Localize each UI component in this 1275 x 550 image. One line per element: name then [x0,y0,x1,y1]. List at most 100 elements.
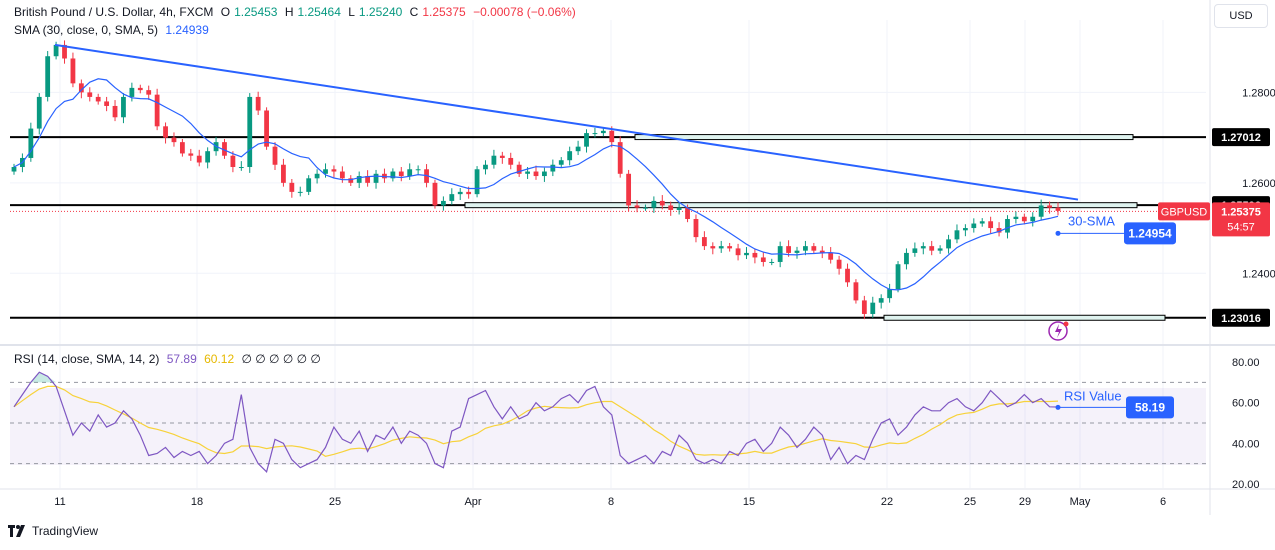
candlestick-series [11,40,1061,320]
candle-body-122 [1038,205,1044,217]
candle-body-83 [710,246,716,249]
candle-body-27 [238,167,244,169]
rsi-ma-value: 60.12 [204,352,235,366]
candle-body-105 [895,264,901,290]
time-tick-label: 29 [1019,496,1031,508]
sma-legend[interactable]: SMA (30, close, 0, SMA, 5) 1.24939 [14,23,213,37]
open-value: 1.25453 [234,5,278,19]
candle-body-47 [407,169,413,177]
candle-body-93 [794,250,800,253]
countdown-text: 54:57 [1227,221,1255,233]
low-label: L [348,5,355,19]
annotations: 1.270121.255061.23016GBPUSD1.2537554:573… [1048,128,1270,419]
candle-body-25 [222,142,227,156]
candle-body-9 [87,92,93,97]
trendline [54,43,1079,201]
candle-body-51 [440,200,446,206]
zone-box-0 [634,134,1134,141]
high-label: H [284,5,294,19]
candle-body-81 [693,219,699,238]
candle-body-107 [912,248,918,253]
candle-body-28 [247,96,253,168]
rsi-legend[interactable]: RSI (14, close, SMA, 14, 2) 57.89 60.12 … [14,352,325,366]
candle-body-36 [314,173,320,179]
candle-body-45 [390,171,396,179]
candle-body-95 [811,246,817,251]
close-value: 1.25375 [422,5,466,19]
candle-body-50 [432,182,438,206]
candle-body-103 [878,298,884,303]
candle-body-10 [95,96,101,102]
candle-body-11 [104,101,110,106]
time-tick-label: 6 [1160,496,1166,508]
candle-body-65 [558,160,564,165]
grid-lines [0,0,1275,515]
time-tick-label: 18 [191,496,203,508]
open-label: O [220,5,231,19]
candle-body-41 [356,176,362,183]
candle-body-90 [769,261,775,263]
symbol-title: British Pound / U.S. Dollar, 4h, FXCM [14,5,214,19]
overlay-lines [13,43,1079,291]
candle-body-96 [819,250,825,253]
rsi-tick-label: 60.00 [1232,398,1260,410]
candle-body-13 [121,96,126,118]
candle-body-20 [179,142,185,154]
candle-body-18 [163,126,168,138]
candle-body-101 [861,300,867,314]
candle-body-118 [1005,219,1010,233]
candle-body-62 [533,171,539,177]
candle-body-55 [474,169,480,195]
tradingview-logo[interactable]: TradingView [8,524,98,538]
candle-body-121 [1030,216,1036,222]
candle-body-100 [853,282,859,301]
rsi-tick-label: 20.00 [1232,479,1260,491]
candle-body-104 [887,289,893,299]
level-badge-text: 1.23016 [1221,313,1261,325]
zone-box-2 [883,314,1166,321]
candle-body-69 [592,133,598,135]
support-resistance-levels [10,134,1206,321]
candle-body-31 [272,146,278,165]
rsi-value-text: 58.19 [1135,400,1165,414]
candle-body-124 [1055,207,1061,211]
candle-body-75 [643,207,648,209]
rsi-tick-label: 80.00 [1232,357,1260,369]
candle-body-71 [609,130,615,143]
candle-body-5 [53,44,59,57]
candle-body-97 [828,252,834,260]
candle-body-42 [365,176,371,183]
candle-body-73 [626,173,632,206]
candle-body-23 [205,151,211,163]
zone-box-1 [464,202,1138,209]
candle-body-60 [516,164,522,174]
candle-body-76 [651,200,657,208]
rsi-annotation: RSI Value [1064,388,1122,403]
rsi-extra-values: ∅ ∅ ∅ ∅ ∅ ∅ [241,352,321,366]
axes: 1.28000 1.26000 1.24000 80.00 60.00 40.00 20.0… [54,87,1275,508]
sma-value: 1.24939 [165,23,209,37]
currency-button[interactable]: USD [1214,4,1268,28]
time-tick-label: 11 [54,496,65,508]
candle-body-0 [11,167,17,172]
rsi-ma-line [13,385,1059,457]
candle-body-17 [154,94,160,127]
candle-body-26 [230,155,236,168]
tradingview-icon [8,525,25,537]
candle-body-16 [146,90,152,95]
lightning-icon [1055,324,1062,338]
candle-body-123 [1047,205,1052,208]
candle-body-15 [137,87,143,91]
candle-body-22 [196,155,202,163]
sma-annotation: 30-SMA [1068,213,1115,228]
candle-body-67 [575,146,581,152]
sma-label: SMA (30, close, 0, SMA, 5) [14,23,159,37]
candle-body-106 [904,252,909,265]
candle-body-79 [676,207,682,210]
low-value: 1.25240 [358,5,403,19]
time-tick-label: Apr [464,496,481,508]
candle-body-80 [685,207,690,220]
price-tick-label: 1.28000 [1242,87,1275,99]
candle-body-30 [264,110,269,147]
time-tick-label: 25 [329,496,341,508]
